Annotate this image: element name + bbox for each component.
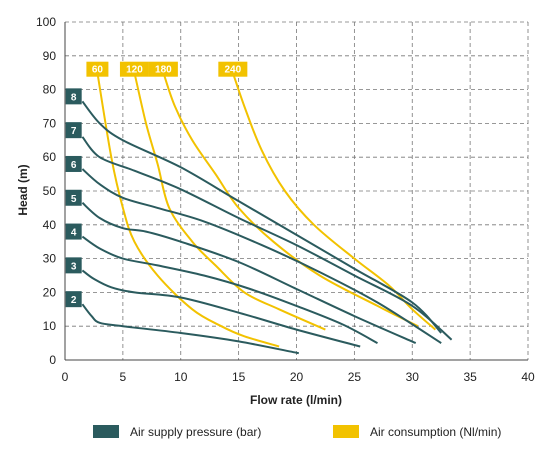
- x-tick-label: 25: [348, 370, 362, 384]
- consumption-tag-label-60: 60: [92, 65, 104, 76]
- y-tick-label: 30: [43, 252, 57, 266]
- consumption-tag-240: [218, 61, 248, 77]
- x-tick-label: 15: [232, 370, 246, 384]
- consumption-line-120: [133, 72, 326, 331]
- pressure-line-3: [81, 269, 361, 348]
- x-axis-title: Flow rate (l/min): [250, 393, 342, 407]
- pressure-line-6: [81, 168, 442, 344]
- pressure-tag-label-2: 2: [71, 295, 77, 306]
- y-tick-label: 90: [43, 49, 57, 63]
- pressure-line-2: [81, 303, 299, 355]
- legend-label-pressure: Air supply pressure (bar): [130, 425, 261, 439]
- pressure-tag-7: [65, 122, 82, 139]
- pressure-tag-4: [65, 223, 82, 240]
- x-tick-label: 5: [120, 370, 127, 384]
- pressure-tag-3: [65, 257, 82, 274]
- pressure-line-7: [81, 136, 453, 341]
- consumption-tag-label-180: 180: [155, 65, 172, 76]
- pressure-tag-label-5: 5: [71, 194, 77, 205]
- y-tick-label: 100: [36, 15, 56, 29]
- grid-layer: [65, 21, 529, 360]
- pressure-tag-6: [65, 155, 82, 172]
- legend: Air supply pressure (bar) Air consumptio…: [93, 425, 501, 439]
- x-tick-label: 10: [174, 370, 188, 384]
- pressure-line-4: [81, 235, 378, 344]
- x-tick-label: 40: [521, 370, 535, 384]
- pressure-tag-label-8: 8: [71, 92, 77, 103]
- y-tick-label: 80: [43, 83, 57, 97]
- legend-swatch-consumption: [333, 425, 359, 438]
- pressure-tag-2: [65, 291, 82, 308]
- consumption-line-240: [231, 72, 437, 331]
- x-tick-label: 30: [406, 370, 420, 384]
- pressure-layer: [81, 100, 453, 355]
- y-tick-label: 20: [43, 285, 57, 299]
- pressure-tag-5: [65, 189, 82, 206]
- x-tick-label: 20: [290, 370, 304, 384]
- consumption-tag-180: [148, 61, 178, 77]
- pressure-tag-label-3: 3: [71, 261, 77, 272]
- consumption-tag-120: [119, 61, 149, 77]
- y-tick-label: 70: [43, 116, 57, 130]
- legend-label-consumption: Air consumption (Nl/min): [370, 425, 501, 439]
- consumption-line-180: [162, 72, 419, 328]
- x-tick-label: 35: [463, 370, 477, 384]
- pressure-tag-label-4: 4: [71, 228, 77, 239]
- y-tick-label: 10: [43, 319, 57, 333]
- y-tick-label: 0: [49, 353, 56, 367]
- y-tick-label: 60: [43, 150, 57, 164]
- y-axis-title: Head (m): [16, 164, 30, 215]
- pressure-tag-label-7: 7: [71, 126, 77, 137]
- consumption-tag-label-240: 240: [224, 65, 241, 76]
- consumption-tag-label-120: 120: [126, 65, 143, 76]
- pressure-line-8: [81, 100, 442, 334]
- pressure-tag-8: [65, 88, 82, 105]
- label-layer: 60 120 180 240 2 3 4 5 6 7 8: [65, 61, 248, 308]
- pressure-tag-label-6: 6: [71, 160, 77, 171]
- y-tick-label: 40: [43, 218, 57, 232]
- x-tick-label: 0: [62, 370, 69, 384]
- consumption-layer: [96, 72, 437, 348]
- legend-swatch-pressure: [93, 425, 119, 438]
- consumption-tag-60: [86, 61, 109, 77]
- pressure-line-5: [81, 202, 417, 345]
- y-tick-label: 50: [43, 184, 57, 198]
